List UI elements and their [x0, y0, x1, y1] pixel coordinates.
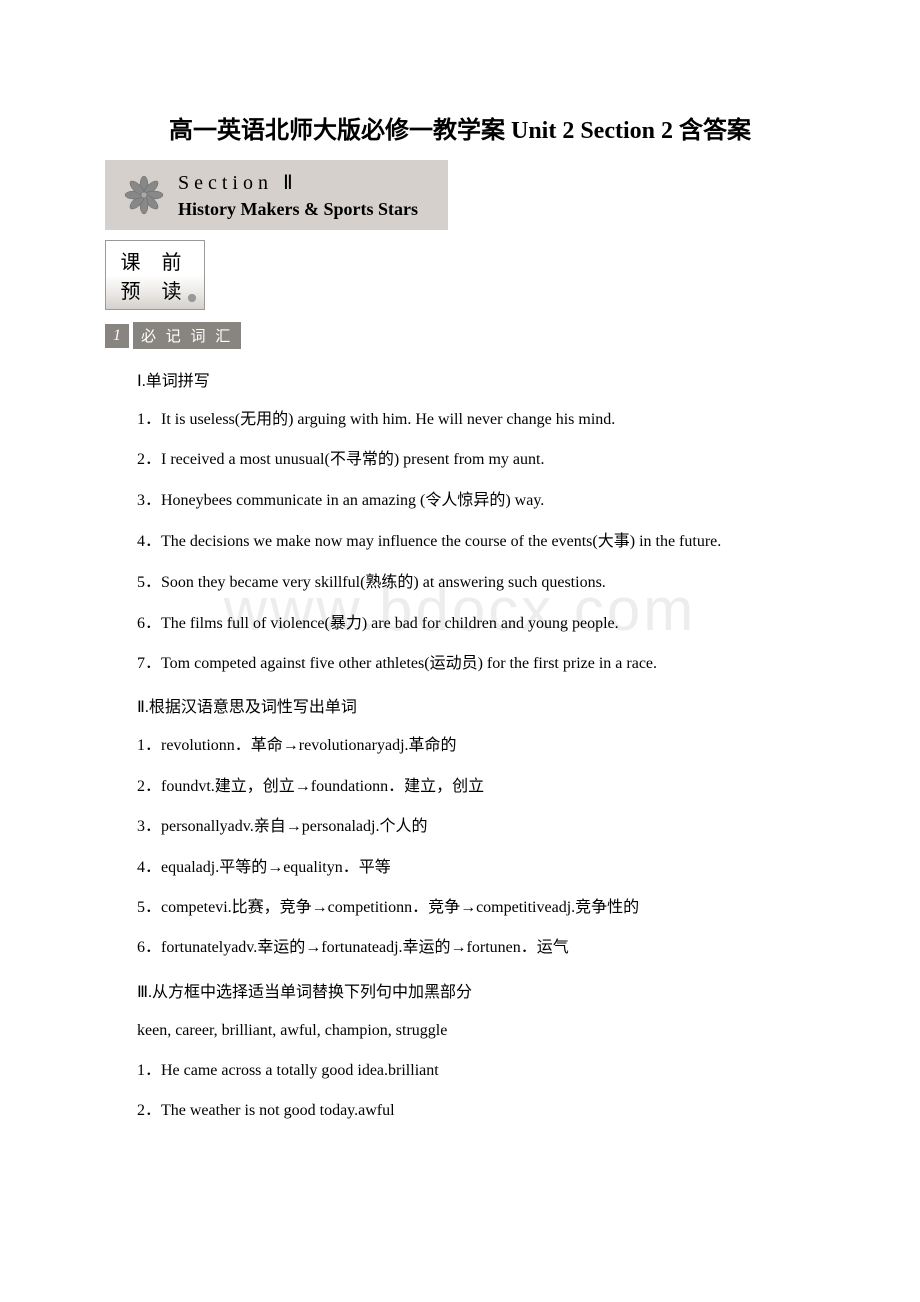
list-item: 2．The weather is not good today.awful — [137, 1100, 815, 1122]
vocab-header: 1 必 记 词 汇 — [105, 322, 241, 349]
page-title: 高一英语北师大版必修一教学案 Unit 2 Section 2 含答案 — [105, 110, 815, 145]
list-item: 5．Soon they became very skillful(熟练的) at… — [137, 572, 815, 594]
section-subtitle: History Makers & Sports Stars — [178, 199, 418, 220]
flower-icon — [120, 171, 168, 219]
list-item: 4．The decisions we make now may influenc… — [105, 530, 815, 554]
list-item: 7．Tom competed against five other athlet… — [137, 653, 815, 675]
list-item: 4．equaladj.平等的→equalityn．平等 — [137, 857, 815, 879]
preview-corner-icon — [182, 289, 202, 307]
section-name: Section Ⅱ — [178, 170, 418, 195]
list-item: 2．foundvt.建立，创立→foundationn．建立，创立 — [137, 776, 815, 798]
subsection3-heading: Ⅲ.从方框中选择适当单词替换下列句中加黑部分 — [137, 978, 815, 1002]
vocab-label: 必 记 词 汇 — [133, 322, 241, 349]
list-item: 5．competevi.比赛，竞争→competitionn．竞争→compet… — [137, 897, 815, 919]
list-item: 6．fortunatelyadv.幸运的→fortunateadj.幸运的→fo… — [137, 937, 815, 959]
list-item: 1．It is useless(无用的) arguing with him. H… — [137, 409, 815, 431]
list-item: 3．personallyadv.亲自→personaladj.个人的 — [137, 816, 815, 838]
subsection2-heading: Ⅱ.根据汉语意思及词性写出单词 — [137, 693, 815, 717]
vocab-number: 1 — [105, 324, 129, 348]
preview-line2: 预 读 — [121, 275, 190, 304]
subsection1-heading: Ⅰ.单词拼写 — [137, 367, 815, 391]
list-item: 6．The films full of violence(暴力) are bad… — [137, 613, 815, 635]
word-box: keen, career, brilliant, awful, champion… — [137, 1020, 815, 1042]
section-header: Section Ⅱ History Makers & Sports Stars — [105, 160, 448, 230]
list-item: 3．Honeybees communicate in an amazing (令… — [137, 490, 815, 512]
list-item: 1．revolutionn．革命→revolutionaryadj.革命的 — [137, 735, 815, 757]
preview-box: 课 前 预 读 — [105, 240, 205, 310]
list-item: 2．I received a most unusual(不寻常的) presen… — [137, 449, 815, 471]
preview-line1: 课 前 — [121, 246, 190, 275]
list-item: 1．He came across a totally good idea.bri… — [137, 1060, 815, 1082]
